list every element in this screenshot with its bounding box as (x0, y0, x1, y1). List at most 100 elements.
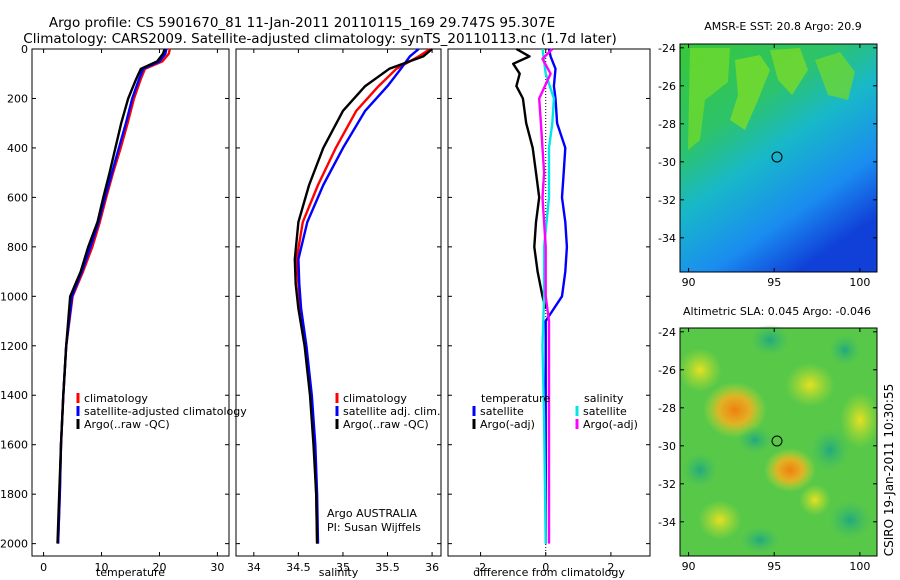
sla-map: Altimetric SLA: 0.045 Argo: -0.046 90 95 1… (658, 305, 880, 573)
legend-label: satellite (480, 405, 524, 418)
header-title-1: Argo profile: CS 5901670_81 11-Jan-2011 … (49, 15, 555, 31)
salinity-panel: 34 34.5 35 35.5 36 salinity climatologysatelli… (235, 47, 442, 579)
map-y-tick-label: -28 (658, 402, 676, 415)
sst-warm-band (770, 48, 808, 95)
sst-map-title: AMSR-E SST: 20.8 Argo: 20.9 (704, 20, 862, 33)
y-tick-label: 800 (7, 241, 28, 254)
series-line-salinity-satellite (541, 48, 556, 544)
legend-label: satellite-adjusted climatology (84, 405, 247, 418)
sst-map-frame (679, 43, 878, 273)
y-tick-label: 1800 (0, 488, 28, 501)
plot-frame (235, 48, 442, 557)
sla-anomaly (764, 448, 816, 492)
sla-anomaly (785, 363, 835, 407)
x-tick-label: 36 (425, 561, 439, 574)
sst-map: AMSR-E SST: 20.8 Argo: 20.9 90 95 100 -24 -2… (658, 20, 878, 289)
sst-warm-band (730, 55, 770, 130)
legend-label: Argo(..raw -QC) (84, 418, 170, 431)
y-tick-label: 2000 (0, 538, 28, 551)
y-tick-label: 200 (7, 92, 28, 105)
x-tick-label: 30 (210, 561, 224, 574)
map-y-tick-label: -32 (658, 194, 676, 207)
side-timestamp: CSIRO 19-Jan-2011 10:30:55 (882, 384, 896, 556)
sst-warm-band (688, 48, 730, 150)
sla-anomaly (829, 334, 861, 366)
sla-anomaly (828, 500, 872, 540)
x-tick-label: 0 (40, 561, 47, 574)
y-tick-label: 400 (7, 142, 28, 155)
legend-group-title: salinity (584, 392, 624, 405)
map-y-tick-label: -32 (658, 478, 676, 491)
legend-label: Argo(..raw -QC) (343, 418, 429, 431)
x-tick-label: 34 (247, 561, 261, 574)
series-line-salinity-argo-adj (538, 48, 554, 544)
legend-label: satellite adj. clim. (343, 405, 440, 418)
map-y-tick-label: -30 (658, 440, 676, 453)
y-tick-label: 0 (21, 43, 28, 56)
map-x-tick-label: 95 (767, 560, 781, 573)
x-tick-label: 35.5 (375, 561, 400, 574)
legend-group-title: temperature (481, 392, 550, 405)
series-line-temperature-argo-adj (512, 47, 547, 309)
legend-label: Argo(-adj) (583, 418, 638, 431)
map-y-tick-label: -28 (658, 118, 676, 131)
sla-anomaly (678, 348, 722, 392)
sla-map-frame (679, 327, 878, 557)
sst-warm-band (815, 52, 855, 100)
series-line-satellite-adj-clim (297, 48, 420, 544)
legend-label: satellite (583, 405, 627, 418)
x-axis-label: difference from climatology (473, 566, 625, 579)
series-line-argo-raw-qc (293, 48, 433, 544)
series-line-argo-raw-qc (56, 48, 166, 544)
map-x-tick-label: 95 (767, 276, 781, 289)
x-tick-label: 20 (152, 561, 166, 574)
header-title-2: Climatology: CARS2009. Satellite-adjuste… (23, 31, 616, 47)
plot-frame (31, 48, 230, 557)
sla-anomaly (799, 484, 831, 516)
argo-location-marker (771, 151, 783, 163)
y-tick-label: 1600 (0, 439, 28, 452)
x-tick-label: 34.5 (286, 561, 311, 574)
series-line-satellite-adjusted-climatology (56, 48, 168, 544)
map-x-tick-label: 100 (849, 276, 870, 289)
map-y-tick-label: -26 (658, 364, 676, 377)
y-tick-label: 1400 (0, 389, 28, 402)
x-tick-label: 10 (95, 561, 109, 574)
series-line-temperature-satellite (544, 48, 569, 544)
map-y-tick-label: -24 (658, 326, 676, 339)
y-tick-label: 1200 (0, 340, 28, 353)
sla-anomaly (703, 382, 767, 438)
argo-location-marker (771, 435, 783, 447)
legend-label: climatology (84, 392, 148, 405)
y-tick-label: 1000 (0, 290, 28, 303)
sla-anomaly (840, 392, 880, 448)
map-y-tick-label: -34 (658, 516, 676, 529)
legend-label: Argo(-adj) (480, 418, 535, 431)
x-tick-label: 35 (336, 561, 350, 574)
x-tick-label: 0 (542, 561, 549, 574)
map-y-tick-label: -24 (658, 42, 676, 55)
x-axis-label: salinity (319, 566, 359, 579)
map-y-tick-label: -30 (658, 156, 676, 169)
sla-anomaly (682, 452, 718, 488)
sla-anomaly (740, 526, 780, 554)
map-y-tick-label: -34 (658, 232, 676, 245)
temperature-panel: 0 10 20 30 temperature 0 200 400 600 800 1000 1200 1… (0, 43, 247, 579)
sla-anomaly (750, 324, 790, 356)
series-line-climatology (56, 48, 172, 544)
x-tick-label: -2 (475, 561, 486, 574)
map-x-tick-label: 100 (849, 560, 870, 573)
y-tick-label: 600 (7, 191, 28, 204)
legend-label: climatology (343, 392, 407, 405)
map-x-tick-label: 90 (682, 560, 696, 573)
x-axis-label: temperature (96, 566, 165, 579)
map-x-tick-label: 90 (682, 276, 696, 289)
sla-map-title: Altimetric SLA: 0.045 Argo: -0.046 (683, 305, 871, 318)
credit-line-1: Argo AUSTRALIA (327, 507, 417, 520)
x-tick-label: 2 (607, 561, 614, 574)
sla-anomaly (698, 500, 742, 540)
credit-line-2: PI: Susan Wijffels (327, 521, 421, 534)
sla-anomaly (810, 428, 850, 472)
